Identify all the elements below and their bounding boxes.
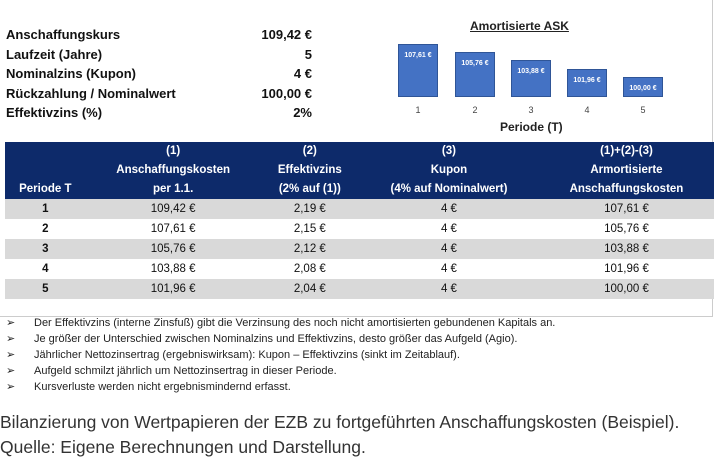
amortization-table: (1) (2) (3) (1)+(2)-(3) Anschaffungskosten Ef… xyxy=(5,142,714,299)
table-cell: 103,88 € xyxy=(538,239,714,259)
data-label: 103,88 € xyxy=(517,68,545,76)
table-cell: 4 € xyxy=(359,239,539,259)
param-row: Rückzahlung / Nominalwert 100,00 € xyxy=(6,84,312,104)
parameters: Anschaffungskurs 109,42 € Laufzeit (Jahre… xyxy=(6,25,312,123)
bullet-text: Kursverluste werden nicht ergebnisminder… xyxy=(34,381,291,393)
table-row: 1 109,42 €2,19 €4 €107,61 € xyxy=(5,199,714,219)
table-cell: 2,04 € xyxy=(260,279,359,299)
chart-title: Amortisierte ASK xyxy=(470,19,569,33)
bullet-item: ➢ Jährlicher Nettozinsertrag (ergebniswir… xyxy=(6,347,555,363)
x-tick: 3 xyxy=(528,105,534,115)
caption: Bilanzierung von Wertpapieren der EZB zu… xyxy=(0,412,680,457)
table-cell: 1 xyxy=(5,199,86,219)
column-header: (1)+(2)-(3) xyxy=(538,142,714,161)
table-cell: 2 xyxy=(5,219,86,239)
param-value: 2% xyxy=(293,105,312,120)
column-header xyxy=(5,142,86,161)
param-label: Rückzahlung / Nominalwert xyxy=(6,85,176,101)
param-row: Anschaffungskurs 109,42 € xyxy=(6,25,312,45)
x-tick: 5 xyxy=(640,105,646,115)
param-label: Anschaffungskurs xyxy=(6,27,121,42)
table-cell: 100,00 € xyxy=(538,279,714,299)
table-cell: 4 € xyxy=(359,219,539,239)
table-cell: 2,15 € xyxy=(260,219,359,239)
x-tick: 1 xyxy=(415,105,421,115)
table-cell: 3 xyxy=(5,239,86,259)
bar-2: 105,76 € xyxy=(455,52,495,97)
param-row: Nominalzins (Kupon) 4 € xyxy=(6,64,312,84)
table-cell: 5 xyxy=(5,279,86,299)
x-tick: 4 xyxy=(584,105,590,115)
table-cell: 4 € xyxy=(359,199,539,219)
column-header: Periode T xyxy=(5,180,86,199)
table-row: 2 107,61 €2,15 €4 €105,76 € xyxy=(5,219,714,239)
bar-1: 107,61 € xyxy=(398,44,438,97)
table-cell: 101,96 € xyxy=(85,279,261,299)
column-header xyxy=(5,161,86,180)
column-header: per 1.1. xyxy=(85,180,261,199)
column-header: (2) xyxy=(260,142,359,161)
arrow-bullet-icon: ➢ xyxy=(6,381,16,393)
table-cell: 107,61 € xyxy=(538,199,714,219)
bullet-list: ➢ Der Effektivzins (interne Zinsfuß) gibt… xyxy=(6,315,555,395)
bullet-item: ➢ Aufgeld schmilzt jährlich um Nettozinse… xyxy=(6,363,555,379)
bullet-text: Aufgeld schmilzt jährlich um Nettozinser… xyxy=(34,365,337,377)
bullet-item: ➢ Kursverluste werden nicht ergebnisminde… xyxy=(6,379,555,395)
param-label: Effektivzins (%) xyxy=(6,105,103,120)
column-header: (2% auf (1)) xyxy=(260,180,359,199)
param-label: Laufzeit (Jahre) xyxy=(6,46,103,62)
column-header: (1) xyxy=(85,142,261,161)
param-value: 109,42 € xyxy=(261,27,312,42)
column-header: Kupon xyxy=(359,161,539,180)
table-cell: 2,08 € xyxy=(260,259,359,279)
bullet-item: ➢ Je größer der Unterschied zwischen Nomi… xyxy=(6,331,555,347)
figure: Anschaffungskurs 109,42 € Laufzeit (Jahre… xyxy=(0,0,714,317)
column-header: (4% auf Nominalwert) xyxy=(359,180,539,199)
bullet-text: Je größer der Unterschied zwischen Nomin… xyxy=(34,333,518,345)
param-label: Nominalzins (Kupon) xyxy=(6,66,136,81)
table-cell: 4 € xyxy=(359,279,539,299)
table-cell: 103,88 € xyxy=(85,259,261,279)
data-label: 100,00 € xyxy=(629,85,657,93)
bar-5: 100,00 € xyxy=(623,77,663,97)
table-row: 4 103,88 €2,08 €4 €101,96 € xyxy=(5,259,714,279)
column-header: Effektivzins xyxy=(260,161,359,180)
arrow-bullet-icon: ➢ xyxy=(6,333,16,345)
arrow-bullet-icon: ➢ xyxy=(6,349,16,361)
column-header: Anschaffungskosten xyxy=(85,161,261,180)
bullet-item: ➢ Der Effektivzins (interne Zinsfuß) gibt… xyxy=(6,315,555,331)
column-header: Anschaffungskosten xyxy=(538,180,714,199)
bar-3: 103,88 € xyxy=(511,60,551,97)
data-label: 101,96 € xyxy=(573,76,601,84)
bar-4: 101,96 € xyxy=(567,68,607,97)
x-tick: 2 xyxy=(472,105,478,115)
table-cell: 105,76 € xyxy=(85,239,261,259)
param-row: Laufzeit (Jahre) 5 xyxy=(6,45,312,65)
data-label: 107,61 € xyxy=(404,52,432,59)
bullet-text: Der Effektivzins (interne Zinsfuß) gibt … xyxy=(34,317,556,329)
bullet-text: Jährlicher Nettozinsertrag (ergebniswirk… xyxy=(34,349,460,361)
table-row: 3 105,76 €2,12 €4 €103,88 € xyxy=(5,239,714,259)
x-axis-label: Periode (T) xyxy=(500,120,563,134)
data-label: 105,76 € xyxy=(461,60,489,68)
table-cell: 2,19 € xyxy=(260,199,359,219)
column-header: Armortisierte xyxy=(538,161,714,180)
table-cell: 4 € xyxy=(359,259,539,279)
arrow-bullet-icon: ➢ xyxy=(6,365,16,377)
column-header: (3) xyxy=(359,142,539,161)
param-row: Effektivzins (%) 2% xyxy=(6,103,312,123)
table-row: 5 101,96 €2,04 €4 €100,00 € xyxy=(5,279,714,299)
table-cell: 4 xyxy=(5,259,86,279)
table-cell: 109,42 € xyxy=(85,199,261,219)
param-value: 100,00 € xyxy=(261,85,312,101)
table-cell: 107,61 € xyxy=(85,219,261,239)
param-value: 5 xyxy=(304,46,312,62)
table-cell: 2,12 € xyxy=(260,239,359,259)
param-value: 4 € xyxy=(293,66,312,81)
arrow-bullet-icon: ➢ xyxy=(6,317,16,329)
table-cell: 105,76 € xyxy=(538,219,714,239)
table-cell: 101,96 € xyxy=(538,259,714,279)
